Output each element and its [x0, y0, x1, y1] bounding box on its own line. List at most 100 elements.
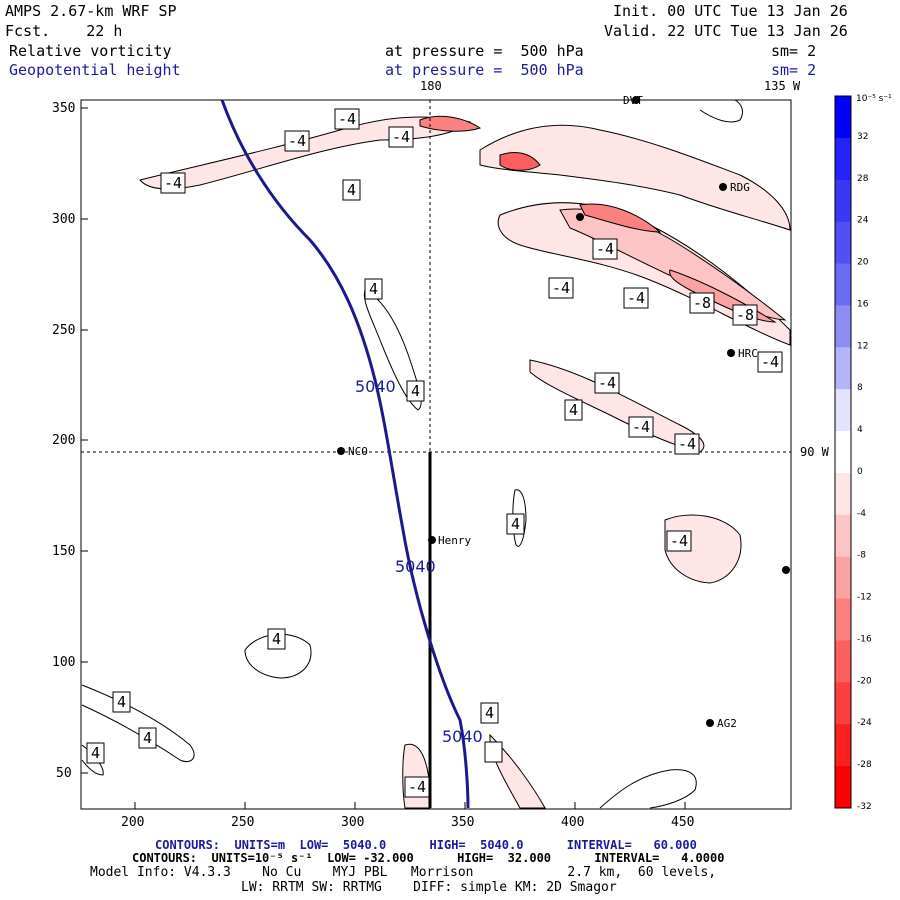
- vort-label: 4: [569, 401, 578, 419]
- y-tick: 250: [52, 323, 75, 338]
- y-axis-labels: 350 300 250 200 150 100 50: [52, 101, 75, 781]
- colorbar-cell: [835, 514, 851, 558]
- station-dot: [727, 349, 735, 357]
- forecast-hour: Fcst. 22 h: [5, 22, 123, 40]
- colorbar-cell: [835, 96, 851, 139]
- vort-label: -4: [552, 279, 570, 297]
- vort-label: -4: [288, 132, 306, 150]
- x-tick: 350: [451, 815, 474, 830]
- field2-smoothing: sm= 2: [771, 61, 817, 79]
- outline-sw-1: [81, 684, 195, 763]
- colorbar: 10⁻⁵ s⁻¹ 32 28 24 20 16 12 8 4 0 -4 -8 -12 -16 -20 -24…: [834, 94, 892, 812]
- vorticity-labels: -4 -4 -4 -4 4 -4 4 4 -4 -4 -8 -8 -4 -4 4…: [86, 108, 783, 798]
- y-tick: 100: [52, 655, 75, 670]
- colorbar-frame: [834, 95, 852, 809]
- colorbar-label: 32: [857, 132, 868, 142]
- footer-height-contours: CONTOURS: UNITS=m LOW= 5040.0 HIGH= 5040…: [155, 838, 697, 852]
- colorbar-label: -20: [857, 676, 872, 686]
- station-dot: [782, 566, 790, 574]
- colorbar-label: -28: [857, 760, 872, 770]
- station-dot: [719, 183, 727, 191]
- colorbar-label: -8: [857, 551, 866, 561]
- field2-name: Geopotential height: [9, 61, 181, 79]
- station-label: DVT: [623, 94, 643, 107]
- shade-main-band-core: [579, 203, 662, 233]
- vort-label: -4: [670, 532, 688, 550]
- colorbar-label: 0: [857, 467, 863, 477]
- shade-upper-left-core: [419, 115, 482, 132]
- colorbar-label: 12: [857, 341, 868, 351]
- colorbar-label: -4: [857, 509, 866, 519]
- model-title: AMPS 2.67-km WRF SP: [5, 2, 177, 20]
- colorbar-label: -32: [857, 802, 872, 812]
- footer-physics-info: LW: RRTM SW: RRTMG DIFF: simple KM: 2D S…: [241, 880, 617, 895]
- colorbar-cell: [835, 598, 851, 641]
- y-tick: 150: [52, 544, 75, 559]
- vort-label: -4: [598, 374, 616, 392]
- colorbar-label: 16: [857, 299, 869, 309]
- colorbar-cell: [835, 221, 851, 265]
- colorbar-cell: [835, 305, 851, 348]
- footer-vorticity-contours: CONTOURS: UNITS=10⁻⁵ s⁻¹ LOW= -32.000 HI…: [132, 851, 725, 865]
- vort-label: -4: [632, 418, 650, 436]
- colorbar-cell: [835, 389, 851, 432]
- colorbar-cell: [835, 431, 851, 474]
- outline-bottom-right: [599, 769, 697, 809]
- footer-model-info: Model Info: V4.3.3 No Cu MYJ PBL Morriso…: [90, 865, 717, 880]
- colorbar-label: 4: [857, 425, 863, 435]
- colorbar-cell: [835, 472, 851, 516]
- vort-label: -4: [164, 174, 182, 192]
- station-dot: [428, 536, 436, 544]
- vort-label: -4: [596, 240, 614, 258]
- x-tick: 450: [671, 815, 694, 830]
- station-label: NCO: [348, 445, 368, 458]
- y-tick: 350: [52, 101, 75, 116]
- height-label: 5040: [442, 727, 483, 746]
- colorbar-label: 8: [857, 383, 863, 393]
- height-label: 5040: [355, 377, 396, 396]
- height-label: 5040: [395, 557, 436, 576]
- colorbar-units: 10⁻⁵ s⁻¹: [856, 94, 892, 104]
- y-tick: 50: [56, 766, 72, 781]
- colorbar-cell: [835, 682, 851, 725]
- x-tick: 400: [561, 815, 584, 830]
- vort-label: -4: [408, 778, 426, 796]
- station-dot: [576, 213, 584, 221]
- shade-upper-left-band: [139, 116, 472, 190]
- vort-label: 4: [272, 630, 281, 648]
- init-time: Init. 00 UTC Tue 13 Jan 26: [613, 2, 848, 20]
- vort-label: 4: [411, 382, 420, 400]
- vort-label: 4: [369, 280, 378, 298]
- vort-label: 4: [117, 693, 126, 711]
- vort-label: -4: [338, 110, 356, 128]
- lon-label-180: 180: [420, 79, 442, 93]
- lon-label-135w: 135 W: [764, 79, 801, 93]
- axis-ticks: [81, 107, 686, 809]
- colorbar-cell: [835, 179, 851, 223]
- vort-label: -8: [736, 306, 754, 324]
- outline-left-lobe: [363, 289, 422, 411]
- vort-label: -4: [627, 289, 645, 307]
- vort-label: -8: [693, 294, 711, 312]
- vort-label: -4: [392, 128, 410, 146]
- x-axis-labels: 200 250 300 350 400 450: [121, 815, 694, 830]
- plot-frame: [80, 99, 792, 810]
- vort-label: 4: [485, 704, 494, 722]
- colorbar-label: -16: [857, 634, 872, 644]
- station-label: Henry: [438, 534, 471, 547]
- vort-label: 4: [511, 515, 520, 533]
- shade-ne-cluster: [479, 124, 791, 231]
- field1-smoothing: sm= 2: [771, 42, 817, 60]
- vorticity-outlines: [81, 99, 743, 809]
- colorbar-label: 28: [857, 174, 869, 184]
- valid-time: Valid. 22 UTC Tue 13 Jan 26: [604, 22, 848, 40]
- shade-ne-core: [499, 152, 541, 171]
- colorbar-label: -12: [857, 593, 872, 603]
- station-label: RDG: [730, 181, 750, 194]
- station-dot: [706, 719, 714, 727]
- y-tick: 300: [52, 212, 75, 227]
- stations: NCO Henry RDG HRC AG2 DVT: [337, 94, 790, 730]
- colorbar-cell: [835, 263, 851, 306]
- field2-level: at pressure = 500 hPa: [385, 61, 584, 79]
- vort-label: 4: [91, 744, 100, 762]
